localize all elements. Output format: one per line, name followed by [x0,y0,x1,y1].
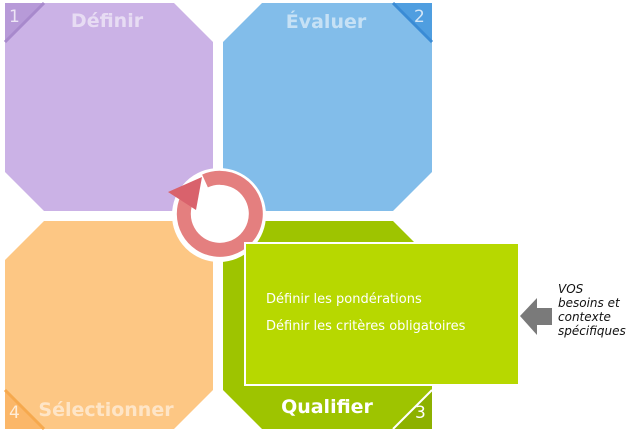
quadrant-selectionner-number: 4 [9,403,20,423]
quadrant-definir-number: 1 [9,7,20,27]
input-arrow-icon [520,298,552,335]
side-note: VOS besoins et contexte spécifiques [558,282,629,338]
quadrant-evaluer [223,3,432,211]
quadrant-qualifier-number: 3 [415,403,426,423]
quadrant-qualifier-title: Qualifier [281,396,373,418]
callout-line-criteres: Définir les critères obligatoires [266,319,466,334]
quadrant-definir-title: Définir [70,10,144,32]
callout-line-ponderations: Définir les pondérations [266,292,422,307]
quadrant-selectionner-title: Sélectionner [38,399,174,421]
cycle-arrow-head [168,177,202,210]
quadrant-evaluer-title: Évaluer [285,11,367,33]
side-note-line-2: besoins et [558,296,620,310]
quadrant-selectionner-corner-edge [3,388,46,431]
side-note-line-1: VOS [558,282,584,296]
quadrant-selectionner [5,221,213,429]
qualifier-callout: Définir les pondérations Définir les cri… [244,242,520,386]
quadrant-definir [5,3,213,211]
cycle-arrow [176,170,263,257]
quadrant-qualifier-corner-edge [392,389,433,430]
side-note-line-4: spécifiques [558,324,626,338]
quadrant-evaluer-number: 2 [414,7,425,27]
side-note-line-3: contexte [558,310,611,324]
quadrant-definir-corner-edge [3,1,46,44]
quadrant-evaluer-corner-edge [391,1,434,44]
